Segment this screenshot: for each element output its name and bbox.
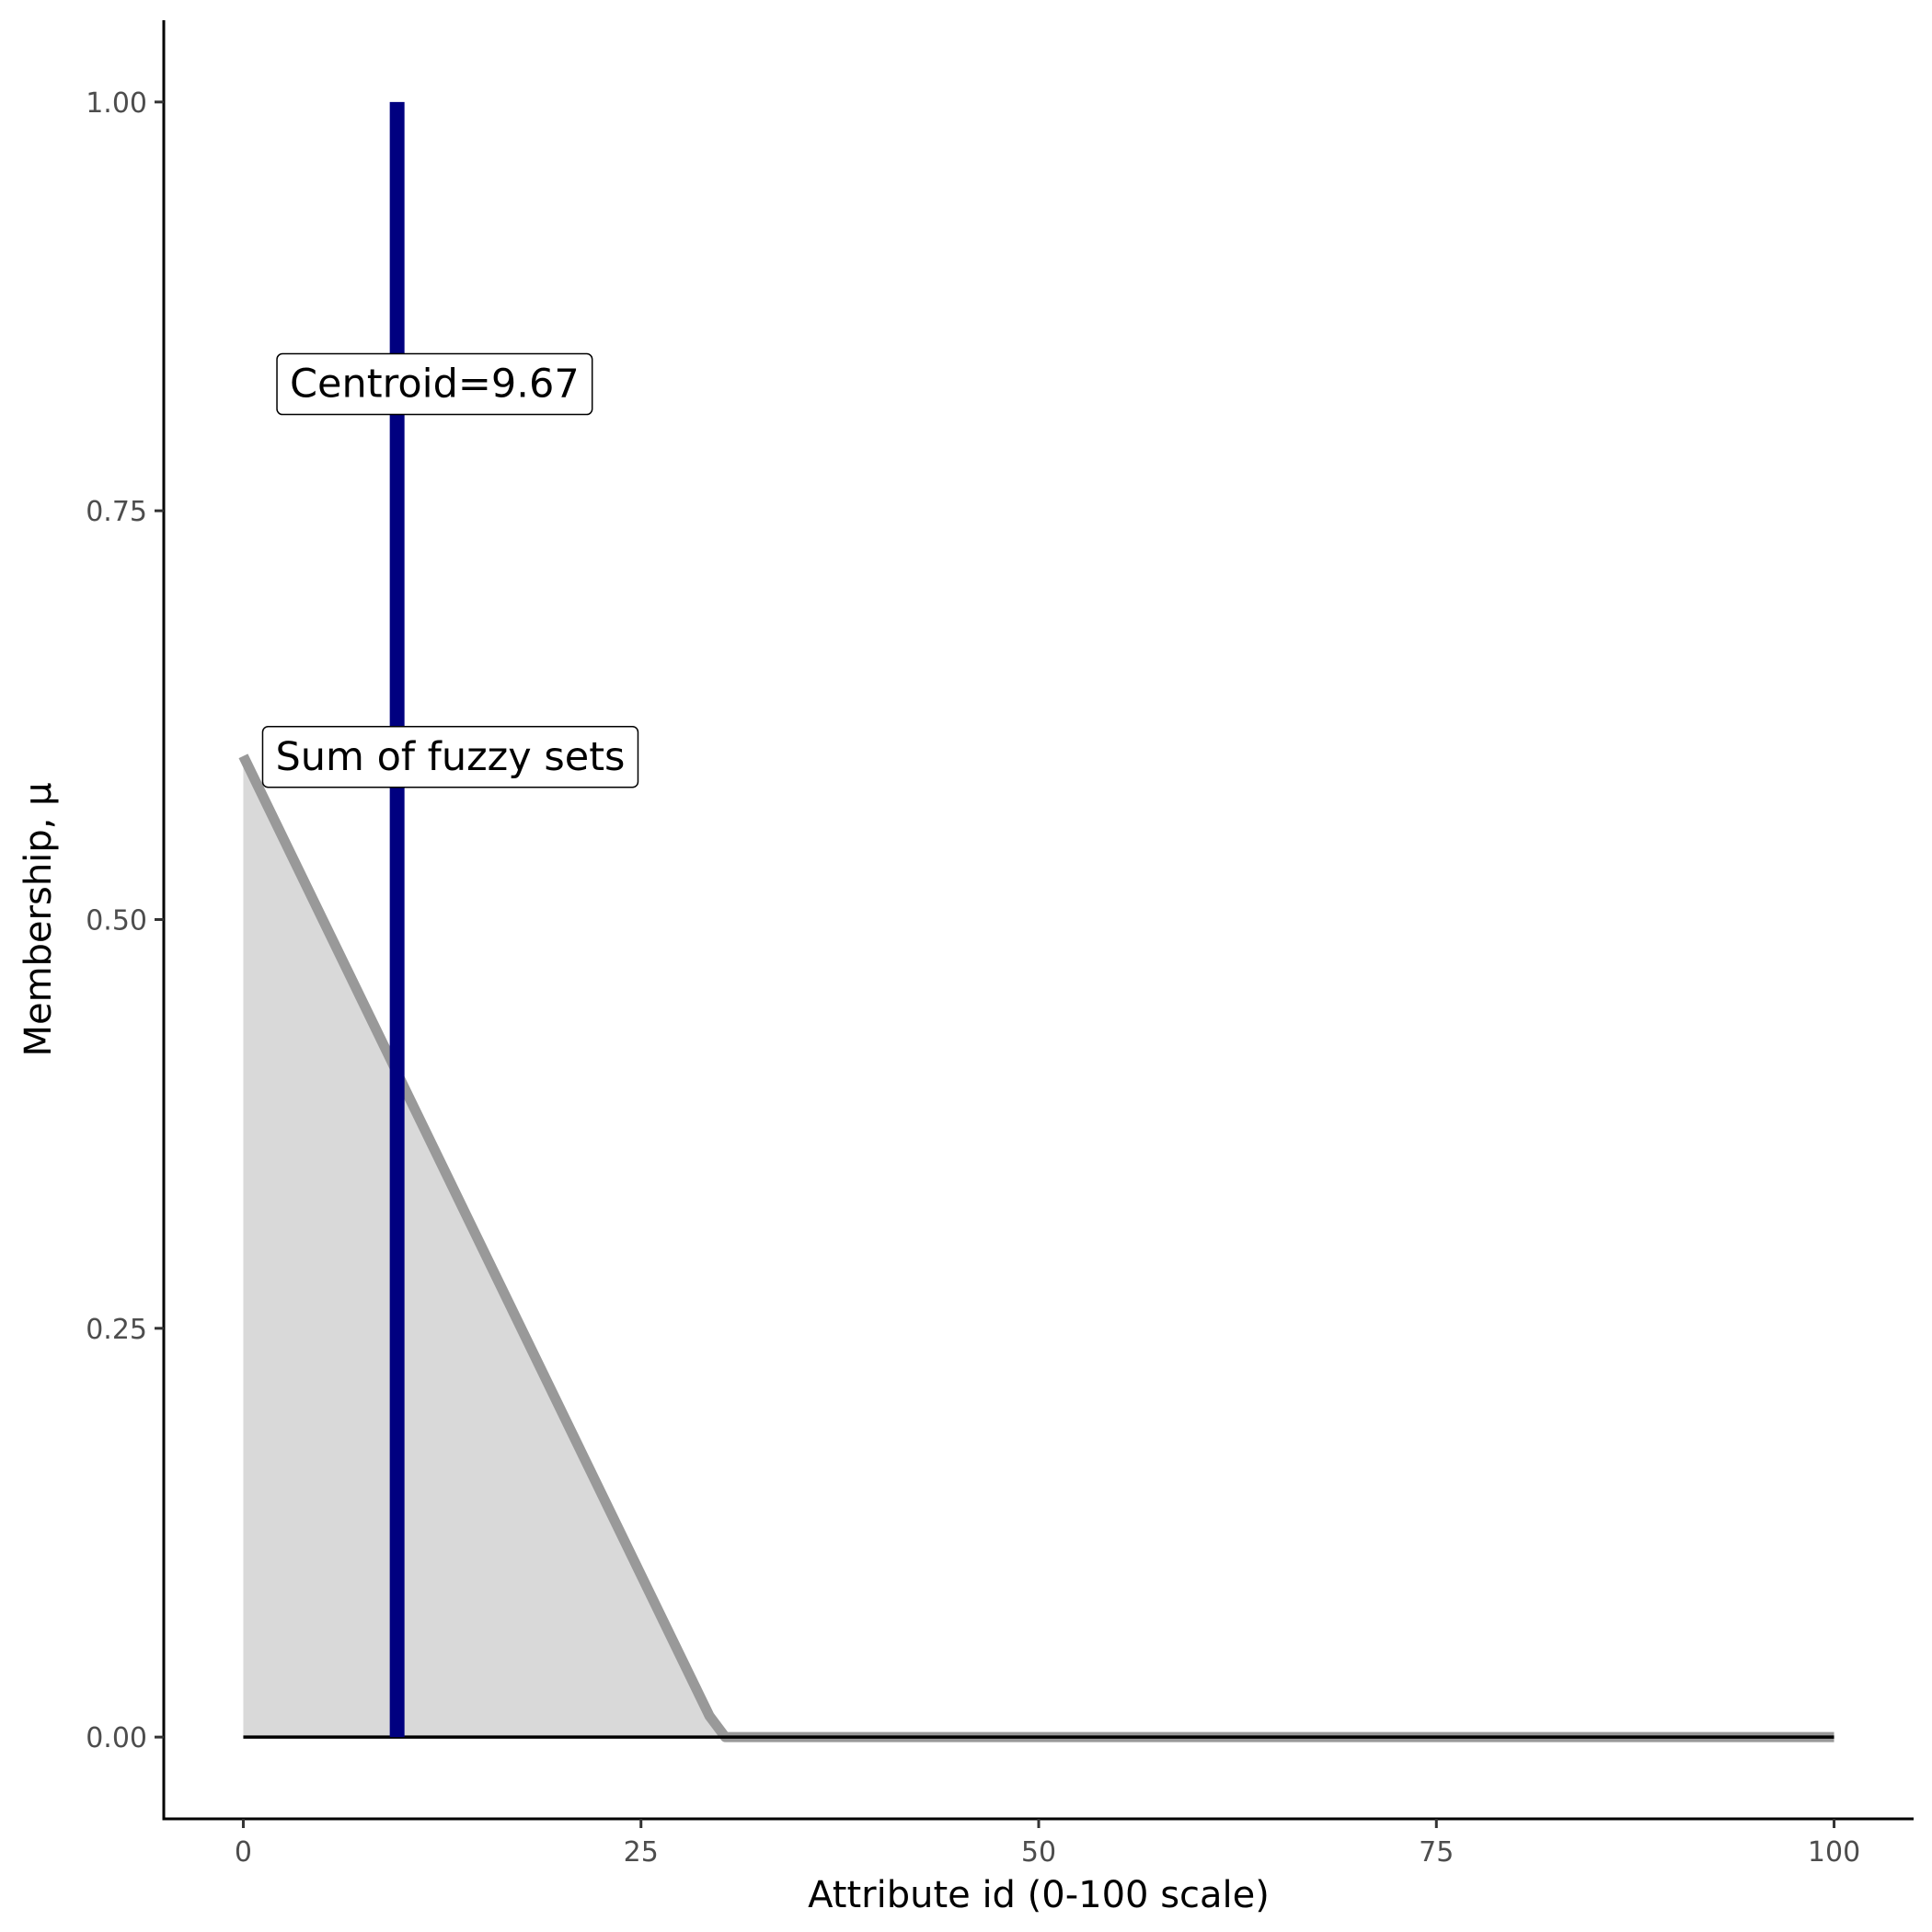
y-tick-label: 0.50: [86, 905, 147, 937]
x-tick-label: 100: [1808, 1836, 1860, 1869]
x-tick-label: 75: [1419, 1836, 1454, 1869]
y-tick-label: 0.75: [86, 496, 147, 528]
annotation-text: Sum of fuzzy sets: [275, 734, 625, 780]
x-tick-label: 0: [235, 1836, 252, 1869]
x-tick-label: 50: [1021, 1836, 1056, 1869]
annotation-label: Centroid=9.67: [276, 352, 593, 416]
y-axis-title: Membership, μ: [17, 782, 60, 1056]
annotation-text: Centroid=9.67: [290, 362, 580, 408]
x-axis-title: Attribute id (0-100 scale): [808, 1874, 1270, 1916]
annotation-box: [261, 726, 639, 788]
y-tick-label: 0.25: [86, 1314, 147, 1346]
y-tick-label: 0.00: [86, 1722, 147, 1754]
axis-ticks: 0 25 50 75 100 0.00 0.25 0.50 0.75 1.00: [86, 87, 1860, 1869]
annotations: Centroid=9.67 Sum of fuzzy sets: [261, 352, 639, 788]
y-tick-label: 1.00: [86, 87, 147, 120]
annotation-label: Sum of fuzzy sets: [261, 726, 639, 788]
plot-area: [238, 101, 1834, 1742]
x-tick-label: 25: [624, 1836, 659, 1869]
annotation-box: [276, 352, 593, 416]
